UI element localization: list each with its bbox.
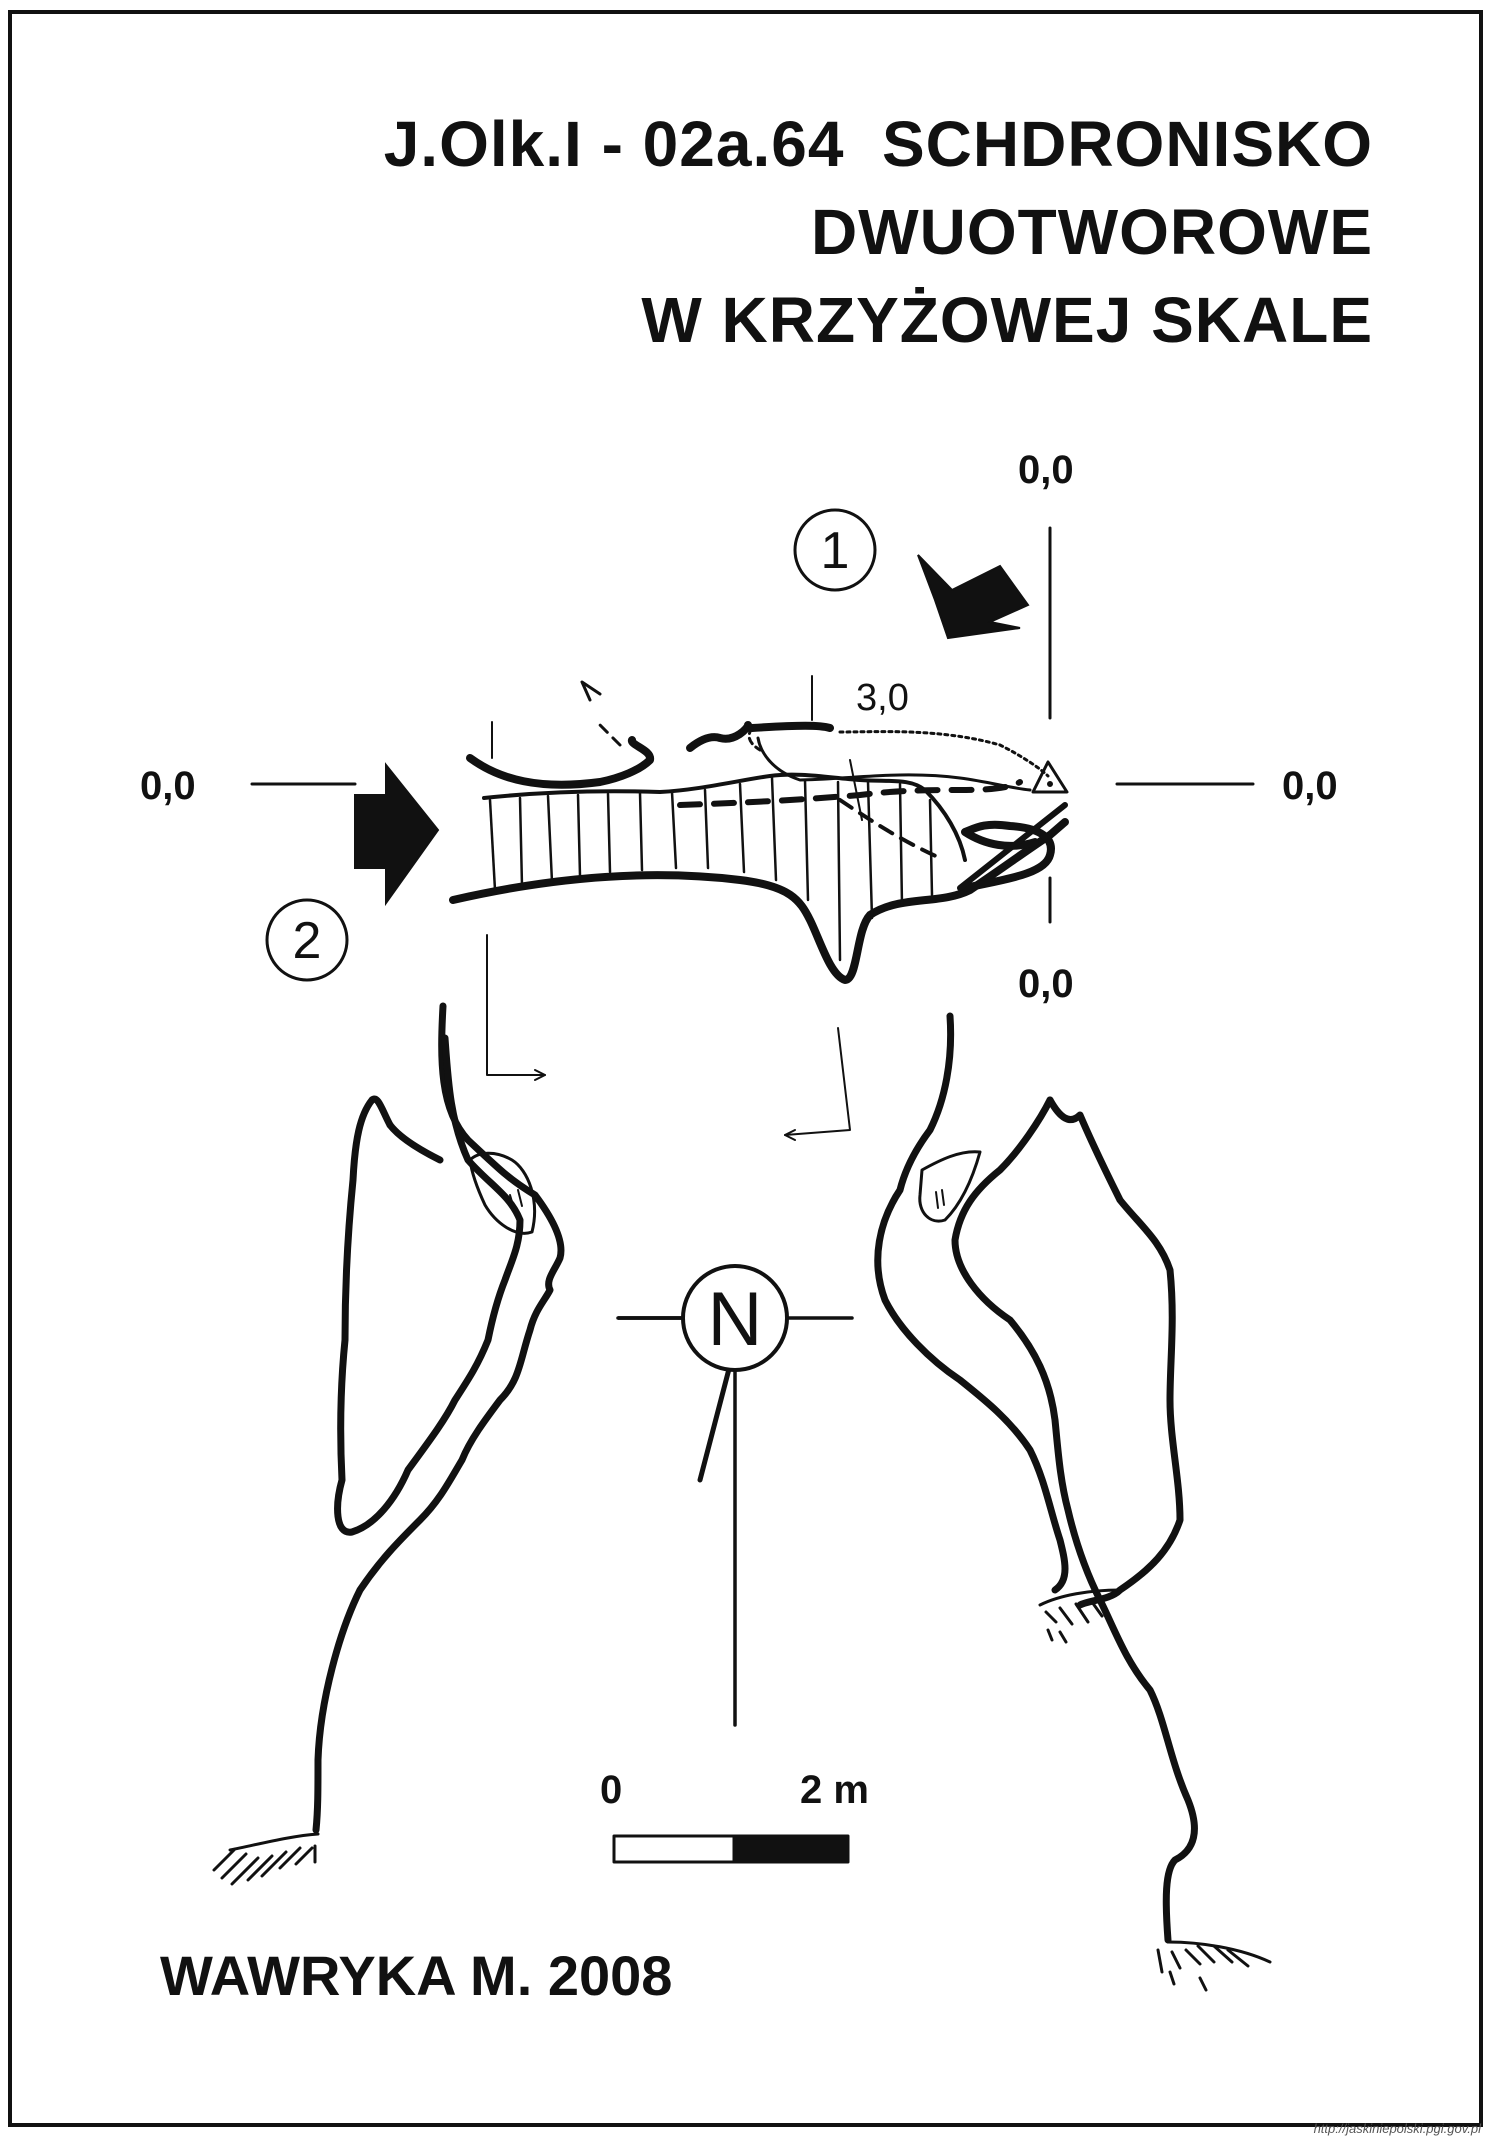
source-url: http://jaskiniepolski.pgi.gov.pl: [1313, 2121, 1481, 2136]
section-hatching: [488, 776, 934, 962]
entrance-2-arrow: [354, 762, 440, 907]
plan-right-mid-scree: [1038, 1588, 1122, 1644]
section-label-top: 0,0: [1018, 448, 1074, 492]
map-frame: [8, 10, 1483, 2127]
section-label-bottom: 0,0: [1018, 962, 1074, 1006]
section-ceiling-right: [748, 721, 834, 732]
section-upper-slope: [838, 730, 1050, 778]
scale-label-max: 2 m: [800, 1768, 869, 1812]
section-dashed-arrow-line: [593, 718, 622, 747]
title-line-3: W KRZYŻOWEJ SKALE: [641, 284, 1373, 356]
entrance-2-circle: [265, 898, 349, 982]
section-ceiling-middle: [686, 721, 752, 752]
survey-station-dot: [1047, 781, 1053, 787]
entrance-2-number: 2: [293, 912, 322, 970]
section-label-left: 0,0: [140, 764, 196, 808]
plan-right-passage-inner: [1046, 1096, 1184, 1609]
plan-left-passage-inner: [334, 1034, 524, 1536]
projection-line-left: [486, 934, 546, 1076]
scale-label-min: 0: [600, 1768, 623, 1812]
section-height-label: 3,0: [856, 677, 909, 719]
section-dashed-line-2: [838, 798, 942, 860]
section-east-loop: [961, 820, 1055, 892]
section-dashed-line: [677, 779, 1023, 808]
plan-left-passage-junction: [386, 1121, 444, 1164]
title-line-1: J.Olk.I - 02a.64 SCHDRONISKO: [383, 108, 1373, 180]
section-ceiling-left: [466, 736, 654, 789]
compass-circle: [681, 1264, 789, 1372]
plan-left-scree: [212, 1832, 320, 1886]
projection-arrow-left: [534, 1069, 546, 1081]
section-small-dashed: [747, 726, 762, 752]
entrance-1-arrow: [917, 554, 1030, 640]
plan-left-boulder-mark-1: [509, 1194, 516, 1213]
plan-right-scree: [1156, 1940, 1272, 1992]
plan-right-boulder-mark-1: [935, 1191, 939, 1209]
plan-left-passage-outer: [312, 1002, 565, 1834]
entrance-1-circle: [793, 508, 877, 592]
section-east-diagonal: [957, 802, 1068, 891]
plan-right-rock-boulder: [918, 1150, 982, 1223]
survey-station-triangle: [1031, 760, 1069, 794]
title-line-2: DWUOTWOROWE: [811, 196, 1373, 268]
compass-north-letter: N: [708, 1277, 763, 1362]
scale-bar-black-segment: [732, 1834, 850, 1864]
section-label-right: 0,0: [1282, 764, 1338, 808]
author-credit: WAWRYKA M. 2008: [160, 1944, 673, 2007]
plan-right-passage-tail: [951, 1096, 1198, 1944]
section-slope-base: [756, 736, 1032, 792]
projection-arrow-right: [784, 1129, 796, 1141]
section-tick-right: [849, 759, 863, 821]
plan-right-boulder-mark-2: [941, 1189, 945, 1206]
scale-bar-white-segment: [612, 1834, 736, 1864]
plan-left-boulder-mark-2: [517, 1189, 523, 1207]
section-dashed-arrowhead: [580, 680, 602, 702]
entrance-1-number: 1: [821, 522, 850, 580]
plan-right-passage-outer: [874, 1012, 1069, 1594]
projection-line-right: [784, 1027, 851, 1136]
plan-left-rock-boulder: [468, 1151, 537, 1235]
